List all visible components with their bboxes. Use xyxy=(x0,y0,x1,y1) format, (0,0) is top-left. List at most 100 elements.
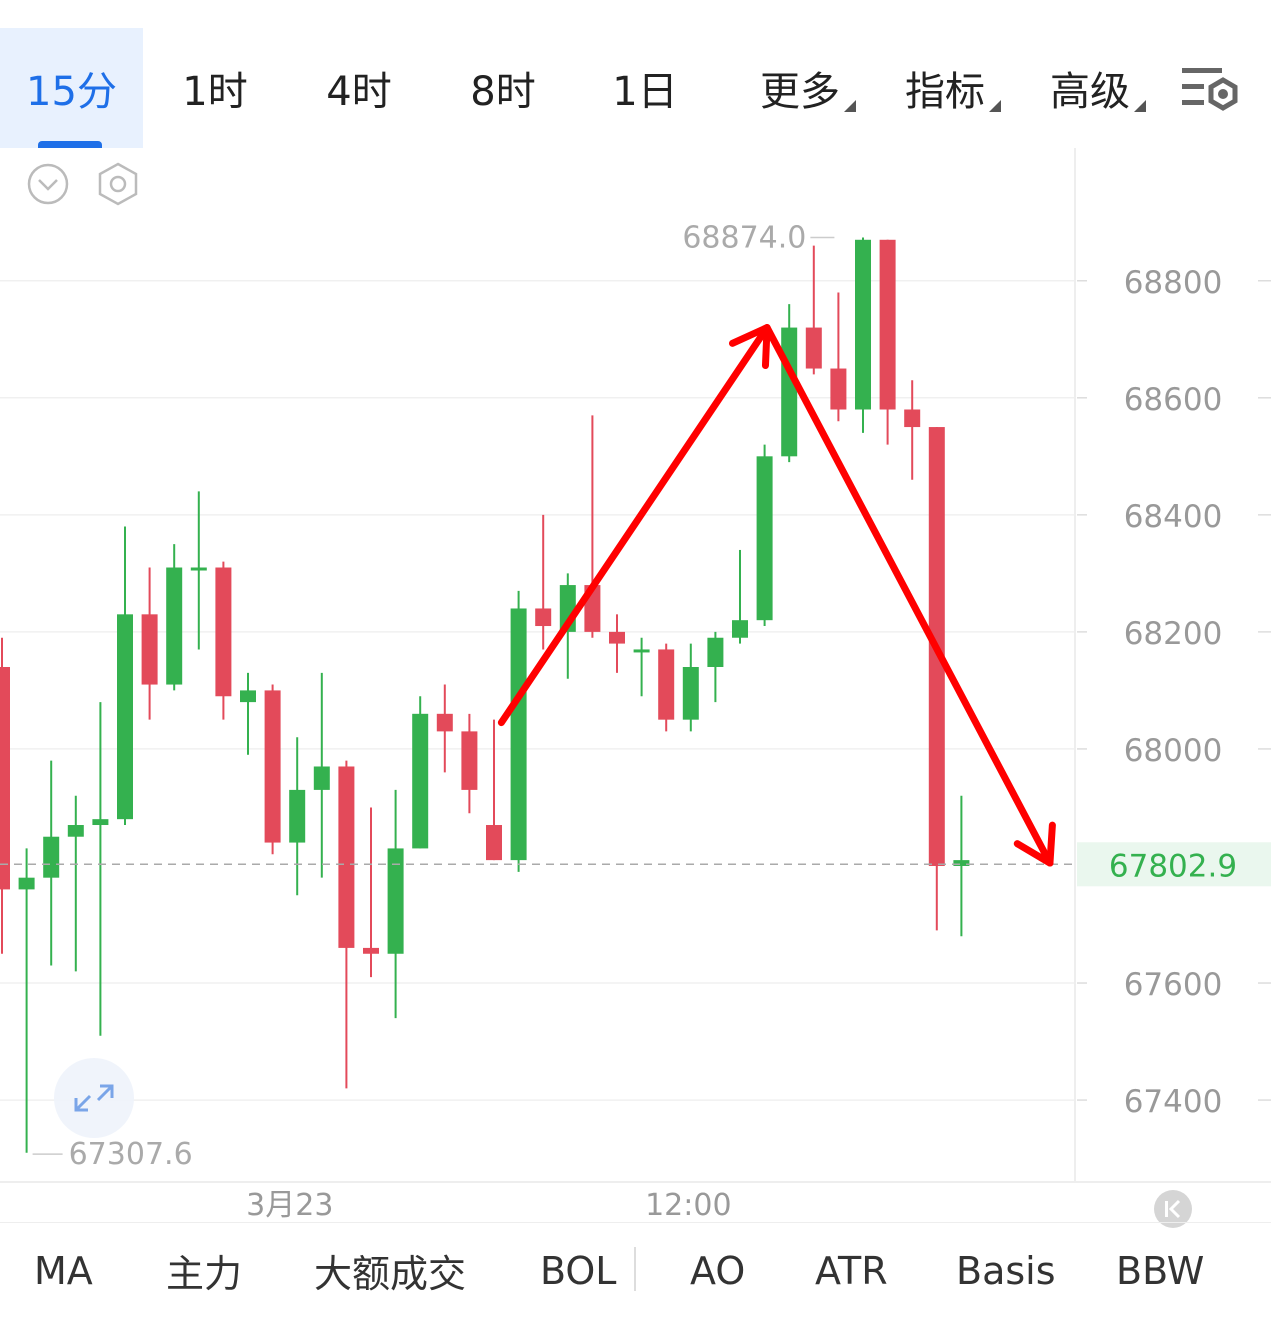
indicator-large-trades[interactable]: 大额成交 xyxy=(314,1252,467,1296)
candle-body xyxy=(240,690,256,703)
fullscreen-expand-icon[interactable] xyxy=(52,1056,136,1140)
candle xyxy=(0,637,10,954)
candle xyxy=(707,631,724,703)
candle-body xyxy=(338,766,355,948)
tab-1h[interactable]: 1时 xyxy=(143,28,287,148)
y-tick-label: 68400 xyxy=(1124,499,1223,535)
candle xyxy=(117,526,133,826)
candle xyxy=(461,713,478,814)
candle-body xyxy=(732,620,748,638)
indicators-menu[interactable]: 指标 xyxy=(875,28,1015,148)
candle xyxy=(363,807,379,978)
y-tick-label: 68200 xyxy=(1124,616,1223,652)
candle xyxy=(879,239,896,445)
chart-gear-icon[interactable] xyxy=(94,160,142,208)
candle-body xyxy=(510,608,527,861)
tab-1h-label: 1时 xyxy=(182,69,248,115)
y-tick-label: 68800 xyxy=(1124,265,1223,301)
candle xyxy=(658,643,675,732)
candle-body xyxy=(658,649,675,720)
indicator-bol[interactable]: BOL xyxy=(540,1248,617,1293)
candle-body xyxy=(461,731,478,790)
candle xyxy=(855,237,871,433)
candle xyxy=(633,637,650,697)
advanced-menu[interactable]: 高级 xyxy=(1020,28,1160,148)
candle xyxy=(830,292,847,422)
tab-15m[interactable]: 15分 xyxy=(0,28,143,148)
candle-body xyxy=(289,789,306,843)
indicator-ma[interactable]: MA xyxy=(34,1248,93,1293)
active-tab-indicator xyxy=(38,141,102,148)
candle xyxy=(904,380,921,480)
more-caret-icon xyxy=(844,100,856,112)
candle-body xyxy=(43,836,60,878)
candle-body xyxy=(609,631,625,644)
candle xyxy=(18,848,35,1153)
indicator-atr[interactable]: ATR xyxy=(815,1248,888,1293)
tab-15m-label: 15分 xyxy=(26,69,117,115)
indicator-bar: MA 主力 大额成交 BOL AO ATR Basis BBW xyxy=(0,1222,1271,1336)
tab-4h[interactable]: 4时 xyxy=(287,28,431,148)
arrow-head xyxy=(1013,821,1056,867)
chart-settings-icon[interactable] xyxy=(1180,64,1242,114)
candle-body xyxy=(387,848,404,954)
candle-body xyxy=(313,766,330,790)
candle xyxy=(682,643,699,732)
indicator-ao[interactable]: AO xyxy=(690,1248,746,1293)
scroll-to-latest-icon[interactable] xyxy=(1152,1188,1194,1230)
chart-canvas[interactable]: 67802.9 68874.0 67307.6 68800 68600 68400 682… xyxy=(0,148,1271,1223)
candle xyxy=(92,702,109,1036)
candle xyxy=(43,760,60,966)
candles xyxy=(0,237,970,1153)
candle xyxy=(190,491,207,650)
candle-body xyxy=(486,825,502,861)
candle xyxy=(732,549,748,644)
candle-body xyxy=(904,409,921,428)
annotations: 67802.9 68874.0 67307.6 xyxy=(0,220,1271,1172)
down-trend-arrow xyxy=(763,324,1056,867)
candle-body xyxy=(18,877,35,890)
candle-body xyxy=(535,608,552,627)
tab-1d[interactable]: 1日 xyxy=(575,28,715,148)
current-price-badge xyxy=(1077,842,1271,887)
candle-body xyxy=(436,713,453,732)
candle-body xyxy=(855,239,871,410)
candle-body xyxy=(215,567,232,697)
candle xyxy=(166,544,183,691)
collapse-chevron-icon[interactable] xyxy=(26,162,70,206)
indicators-menu-label: 指标 xyxy=(905,69,985,115)
tab-8h-label: 8时 xyxy=(470,69,536,115)
x-tick-label: 3月23 xyxy=(246,1188,333,1223)
candle xyxy=(215,561,232,720)
y-tick-label: 68000 xyxy=(1124,733,1223,769)
kline-chart[interactable]: 67802.9 68874.0 67307.6 68800 68600 68400 682… xyxy=(0,148,1271,1228)
candle xyxy=(141,567,158,720)
candle xyxy=(412,696,429,849)
indicator-bbw[interactable]: BBW xyxy=(1116,1248,1205,1293)
more-menu-label: 更多 xyxy=(760,69,840,115)
candle-body xyxy=(0,667,10,890)
grid xyxy=(0,280,1075,1101)
advanced-menu-label: 高级 xyxy=(1050,69,1130,115)
candle xyxy=(953,795,970,937)
candle-body xyxy=(781,327,798,457)
candle xyxy=(535,514,552,650)
more-menu[interactable]: 更多 xyxy=(730,28,870,148)
tab-8h[interactable]: 8时 xyxy=(431,28,575,148)
candle xyxy=(609,614,625,673)
candle xyxy=(67,795,84,972)
high-price-label: 68874.0 xyxy=(682,220,806,255)
tab-4h-label: 4时 xyxy=(326,69,392,115)
advanced-caret-icon xyxy=(1134,100,1146,112)
candle-body xyxy=(682,667,699,720)
candle-body xyxy=(67,825,84,837)
candle xyxy=(584,415,601,638)
candle-body xyxy=(412,713,429,849)
indicator-main-force[interactable]: 主力 xyxy=(166,1252,243,1296)
axes: 68800 68600 68400 68200 68000 67600 67400 3月23 1… xyxy=(0,148,1271,1223)
candle-body xyxy=(363,947,379,954)
candle-body xyxy=(92,819,109,826)
candle xyxy=(510,590,527,872)
indicator-basis[interactable]: Basis xyxy=(956,1248,1056,1293)
arrow-shaft xyxy=(497,324,771,727)
